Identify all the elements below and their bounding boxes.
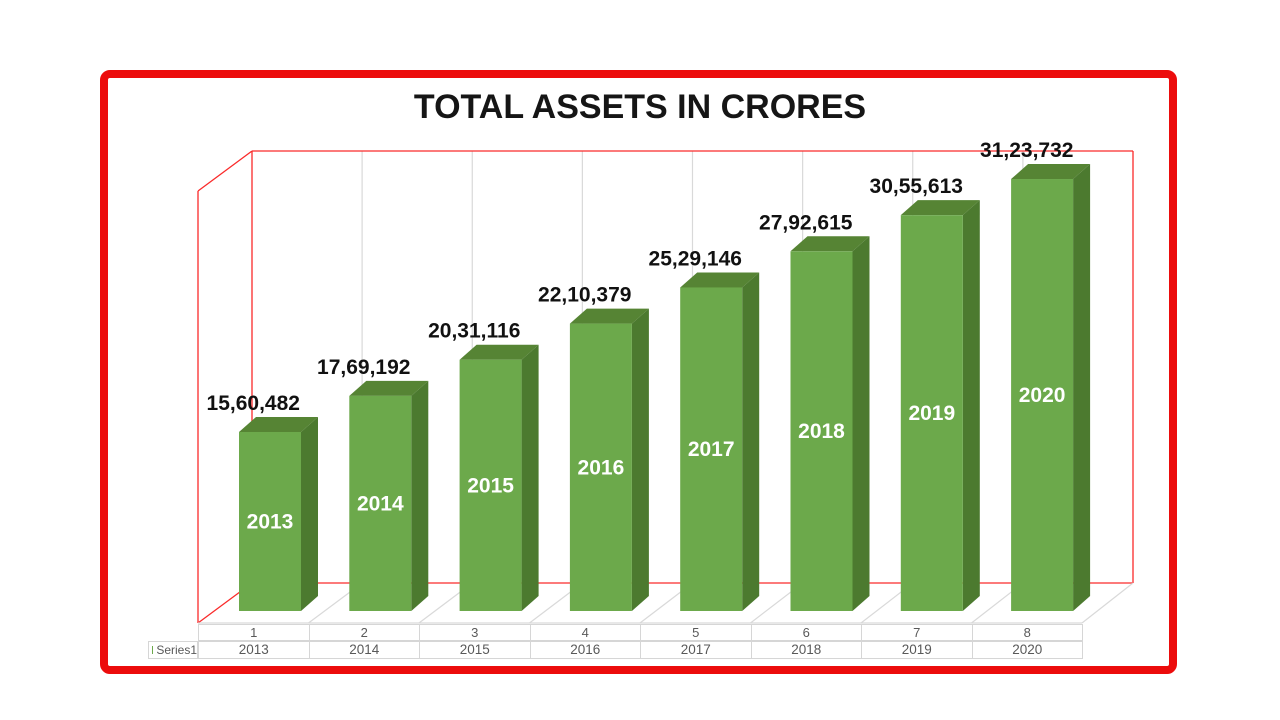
bar-2017-side-face — [742, 272, 760, 611]
bar-value-label-2016: 22,10,379 — [538, 284, 631, 307]
bar-value-label-2014: 17,69,192 — [317, 356, 410, 379]
bar-year-label-2016: 2016 — [578, 456, 625, 479]
sidewall-top-line — [197, 150, 253, 192]
bar-2019-side-face — [962, 200, 980, 611]
bar-2020 — [1011, 179, 1074, 611]
legend-key: Series1 — [148, 641, 198, 659]
bar-value-label-2015: 20,31,116 — [428, 320, 520, 343]
table-cell-year: 2019 — [861, 641, 973, 659]
bar-value-label-2020: 31,23,732 — [980, 139, 1073, 162]
bar-2013-top-face — [239, 417, 318, 432]
bar-2018-side-face — [852, 236, 870, 612]
bar-2015 — [459, 359, 522, 611]
legend-color-swatch-icon — [152, 646, 154, 654]
bar-2014-top-face — [349, 380, 429, 396]
bar-2013 — [239, 432, 301, 611]
bar-2015-side-face — [521, 344, 539, 611]
bar-value-label-2019: 30,55,613 — [870, 175, 963, 198]
floor-line — [1081, 582, 1134, 624]
bar-year-label-2020: 2020 — [1019, 384, 1066, 407]
bar-2018-top-face — [790, 236, 870, 252]
bar-year-label-2017: 2017 — [688, 438, 735, 461]
bar-2017 — [680, 287, 743, 611]
bar-2019-top-face — [900, 200, 980, 216]
bar-2016-side-face — [631, 308, 649, 611]
table-cell-index: 4 — [529, 624, 641, 641]
bar-year-label-2014: 2014 — [357, 492, 404, 515]
table-cell-index: 2 — [308, 624, 420, 641]
bar-2015-top-face — [459, 344, 539, 360]
table-cell-index: 7 — [861, 624, 973, 641]
bar-year-label-2013: 2013 — [247, 511, 294, 534]
table-cell-index: 8 — [971, 624, 1083, 641]
table-cell-year: 2015 — [419, 641, 531, 659]
bar-2020-side-face — [1073, 164, 1091, 611]
table-cell-index: 6 — [750, 624, 862, 641]
bar-2019 — [900, 215, 963, 611]
bar-value-label-2017: 25,29,146 — [649, 247, 742, 270]
bar-2014-side-face — [411, 380, 429, 611]
legend-label: Series1 — [156, 643, 197, 657]
bar-2016-top-face — [569, 308, 649, 324]
table-cell-year: 2013 — [198, 641, 310, 659]
bar-2013-side-face — [301, 417, 318, 611]
bar-2014 — [349, 395, 412, 611]
table-cell-index: 5 — [640, 624, 752, 641]
bar-year-label-2019: 2019 — [908, 402, 955, 425]
table-cell-year: 2017 — [640, 641, 752, 659]
table-cell-year: 2020 — [971, 641, 1083, 659]
bar-value-label-2018: 27,92,615 — [759, 211, 853, 234]
table-cell-year: 2016 — [529, 641, 641, 659]
bar-2018 — [790, 251, 853, 612]
chart-title: TOTAL ASSETS IN CRORES — [413, 88, 867, 126]
bar-2020-top-face — [1011, 164, 1091, 180]
bar-year-label-2018: 2018 — [798, 420, 845, 443]
bar-2016 — [569, 323, 632, 611]
table-cell-index: 3 — [419, 624, 531, 641]
table-cell-index: 1 — [198, 624, 310, 641]
bar-year-label-2015: 2015 — [467, 474, 514, 497]
bar-value-label-2013: 15,60,482 — [207, 392, 300, 415]
table-cell-year: 2014 — [308, 641, 420, 659]
bar-2017-top-face — [680, 272, 760, 288]
table-cell-year: 2018 — [750, 641, 862, 659]
